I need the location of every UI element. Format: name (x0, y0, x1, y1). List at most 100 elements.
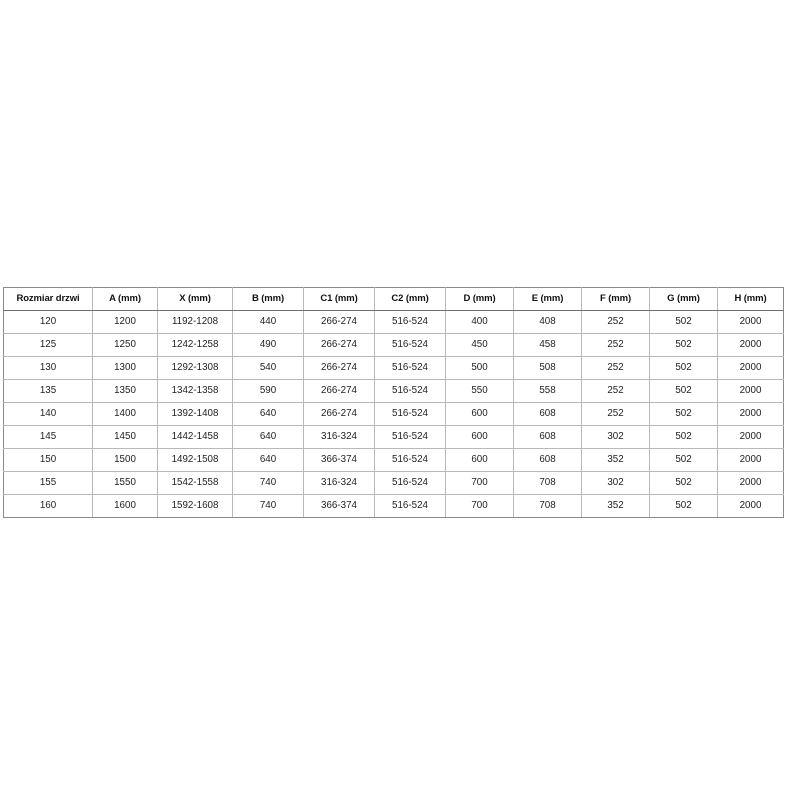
cell-c1: 266-274 (303, 402, 375, 426)
cell-b: 640 (232, 425, 304, 449)
cell-x: 1392-1408 (157, 402, 233, 426)
table-row: 145 1450 1442-1458 640 316-324 516-524 600 608 3… (3, 425, 784, 449)
cell-e: 408 (513, 310, 582, 334)
column-header-h: H (mm) (717, 287, 784, 311)
cell-c2: 516-524 (374, 356, 446, 380)
table-header: Rozmiar drzwi A (mm) X (mm) B (mm) C1 (mm) C2… (3, 287, 784, 311)
cell-f: 302 (581, 471, 650, 495)
cell-x: 1242-1258 (157, 333, 233, 357)
column-header-a: A (mm) (92, 287, 158, 311)
cell-g: 502 (649, 402, 718, 426)
cell-g: 502 (649, 310, 718, 334)
cell-c1: 366-374 (303, 494, 375, 518)
table-row: 135 1350 1342-1358 590 266-274 516-524 550 558 2… (3, 379, 784, 403)
cell-f: 352 (581, 494, 650, 518)
column-header-f: F (mm) (581, 287, 650, 311)
cell-x: 1292-1308 (157, 356, 233, 380)
cell-size: 125 (3, 333, 93, 357)
cell-d: 550 (445, 379, 514, 403)
column-header-size: Rozmiar drzwi (3, 287, 93, 311)
cell-e: 708 (513, 471, 582, 495)
table-row: 140 1400 1392-1408 640 266-274 516-524 600 608 2… (3, 402, 784, 426)
cell-size: 140 (3, 402, 93, 426)
column-header-g: G (mm) (649, 287, 718, 311)
cell-g: 502 (649, 471, 718, 495)
cell-e: 508 (513, 356, 582, 380)
cell-d: 600 (445, 402, 514, 426)
cell-h: 2000 (717, 379, 784, 403)
cell-a: 1450 (92, 425, 158, 449)
cell-x: 1442-1458 (157, 425, 233, 449)
cell-h: 2000 (717, 425, 784, 449)
cell-b: 740 (232, 471, 304, 495)
cell-d: 600 (445, 448, 514, 472)
cell-f: 252 (581, 379, 650, 403)
cell-size: 150 (3, 448, 93, 472)
table-row: 130 1300 1292-1308 540 266-274 516-524 500 508 2… (3, 356, 784, 380)
cell-c2: 516-524 (374, 379, 446, 403)
cell-e: 708 (513, 494, 582, 518)
cell-g: 502 (649, 494, 718, 518)
cell-c2: 516-524 (374, 494, 446, 518)
cell-d: 700 (445, 494, 514, 518)
table-row: 155 1550 1542-1558 740 316-324 516-524 700 708 3… (3, 471, 784, 495)
table-row: 120 1200 1192-1208 440 266-274 516-524 400 408 2… (3, 310, 784, 334)
cell-g: 502 (649, 356, 718, 380)
column-header-c2: C2 (mm) (374, 287, 446, 311)
cell-h: 2000 (717, 310, 784, 334)
specification-table-container: Rozmiar drzwi A (mm) X (mm) B (mm) C1 (mm) C2… (3, 287, 784, 518)
cell-e: 558 (513, 379, 582, 403)
cell-f: 252 (581, 356, 650, 380)
cell-f: 302 (581, 425, 650, 449)
cell-size: 120 (3, 310, 93, 334)
cell-h: 2000 (717, 448, 784, 472)
column-header-x: X (mm) (157, 287, 233, 311)
cell-x: 1342-1358 (157, 379, 233, 403)
cell-size: 145 (3, 425, 93, 449)
cell-b: 640 (232, 448, 304, 472)
cell-x: 1492-1508 (157, 448, 233, 472)
column-header-d: D (mm) (445, 287, 514, 311)
cell-a: 1550 (92, 471, 158, 495)
cell-x: 1192-1208 (157, 310, 233, 334)
cell-h: 2000 (717, 471, 784, 495)
column-header-c1: C1 (mm) (303, 287, 375, 311)
cell-a: 1400 (92, 402, 158, 426)
cell-e: 458 (513, 333, 582, 357)
cell-size: 130 (3, 356, 93, 380)
cell-b: 590 (232, 379, 304, 403)
cell-f: 252 (581, 333, 650, 357)
table-row: 160 1600 1592-1608 740 366-374 516-524 700 708 3… (3, 494, 784, 518)
cell-g: 502 (649, 333, 718, 357)
cell-b: 440 (232, 310, 304, 334)
cell-h: 2000 (717, 333, 784, 357)
cell-b: 540 (232, 356, 304, 380)
cell-c2: 516-524 (374, 448, 446, 472)
cell-size: 135 (3, 379, 93, 403)
table-row: 150 1500 1492-1508 640 366-374 516-524 600 608 3… (3, 448, 784, 472)
cell-e: 608 (513, 425, 582, 449)
cell-c2: 516-524 (374, 425, 446, 449)
cell-c2: 516-524 (374, 402, 446, 426)
cell-c2: 516-524 (374, 310, 446, 334)
cell-c2: 516-524 (374, 471, 446, 495)
cell-f: 352 (581, 448, 650, 472)
cell-f: 252 (581, 310, 650, 334)
cell-e: 608 (513, 448, 582, 472)
cell-h: 2000 (717, 356, 784, 380)
cell-d: 700 (445, 471, 514, 495)
cell-b: 490 (232, 333, 304, 357)
cell-a: 1200 (92, 310, 158, 334)
cell-g: 502 (649, 425, 718, 449)
cell-b: 740 (232, 494, 304, 518)
cell-b: 640 (232, 402, 304, 426)
cell-c1: 266-274 (303, 310, 375, 334)
cell-a: 1500 (92, 448, 158, 472)
cell-c2: 516-524 (374, 333, 446, 357)
column-header-e: E (mm) (513, 287, 582, 311)
cell-c1: 266-274 (303, 333, 375, 357)
cell-c1: 266-274 (303, 379, 375, 403)
cell-size: 155 (3, 471, 93, 495)
cell-d: 400 (445, 310, 514, 334)
cell-a: 1250 (92, 333, 158, 357)
